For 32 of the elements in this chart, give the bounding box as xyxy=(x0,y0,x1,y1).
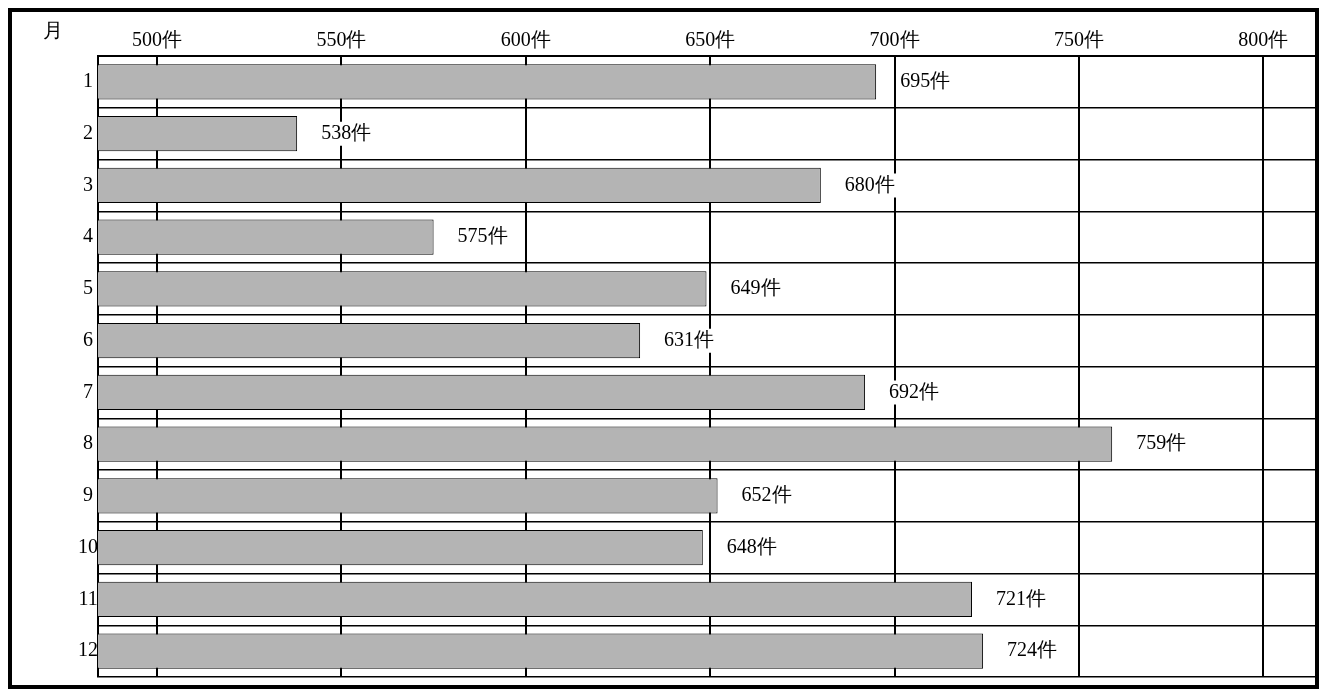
data-label: 538件 xyxy=(321,120,372,143)
y-tick-label: 3 xyxy=(83,172,93,195)
y-tick-label: 12 xyxy=(78,638,98,661)
x-tick-label: 700件 xyxy=(869,28,920,51)
y-tick-label: 6 xyxy=(83,327,93,350)
y-tick-label: 4 xyxy=(83,224,93,247)
data-label: 649件 xyxy=(730,276,781,299)
data-label: 692件 xyxy=(889,379,940,402)
data-label: 648件 xyxy=(726,534,777,557)
x-tick-label: 650件 xyxy=(685,28,736,51)
data-label: 721件 xyxy=(996,586,1047,609)
y-tick-label: 10 xyxy=(78,534,98,557)
x-tick-label: 550件 xyxy=(316,28,367,51)
data-label: 724件 xyxy=(1007,638,1058,661)
y-tick-label: 2 xyxy=(83,120,93,143)
data-label: 680件 xyxy=(844,172,895,195)
data-label: 695件 xyxy=(900,69,951,92)
data-label: 631件 xyxy=(664,327,715,350)
x-tick-label: 750件 xyxy=(1053,28,1104,51)
y-tick-label: 1 xyxy=(83,69,93,92)
y-tick-label: 5 xyxy=(83,276,93,299)
y-tick-label: 9 xyxy=(83,483,93,506)
x-tick-label: 800件 xyxy=(1238,28,1289,51)
data-label: 575件 xyxy=(457,224,508,247)
y-tick-label: 11 xyxy=(78,586,98,609)
x-tick-label: 500件 xyxy=(132,28,183,51)
y-tick-label: 7 xyxy=(83,379,93,402)
y-tick-label: 8 xyxy=(83,431,93,454)
data-label: 759件 xyxy=(1136,431,1187,454)
x-tick-label: 600件 xyxy=(500,28,551,51)
data-label: 652件 xyxy=(741,483,792,506)
y-axis-title: 月 xyxy=(43,19,63,42)
